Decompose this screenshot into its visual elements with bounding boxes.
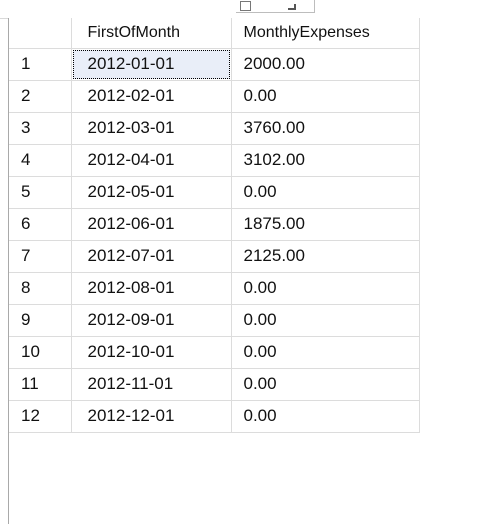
table-row[interactable]: 8 2012-08-01 0.00 <box>9 272 420 305</box>
column-header-monthlyexpenses[interactable]: MonthlyExpenses <box>231 18 420 49</box>
cell-monthlyexpenses[interactable]: 0.00 <box>231 272 420 305</box>
cell-monthlyexpenses[interactable]: 2125.00 <box>231 240 420 273</box>
table-row[interactable]: 3 2012-03-01 3760.00 <box>9 112 420 145</box>
table-row[interactable]: 7 2012-07-01 2125.00 <box>9 240 420 273</box>
cell-firstofmonth[interactable]: 2012-07-01 <box>71 240 232 273</box>
table-row[interactable]: 1 2012-01-01 2000.00 <box>9 48 420 81</box>
cell-monthlyexpenses[interactable]: 0.00 <box>231 336 420 369</box>
cell-monthlyexpenses[interactable]: 0.00 <box>231 80 420 113</box>
table-row[interactable]: 2 2012-02-01 0.00 <box>9 80 420 113</box>
results-table: FirstOfMonth MonthlyExpenses 1 2012-01-01… <box>9 18 420 433</box>
results-grid[interactable]: FirstOfMonth MonthlyExpenses 1 2012-01-01… <box>8 18 486 524</box>
header-row: FirstOfMonth MonthlyExpenses <box>9 18 420 49</box>
cell-monthlyexpenses[interactable]: 0.00 <box>231 368 420 401</box>
table-row[interactable]: 5 2012-05-01 0.00 <box>9 176 420 209</box>
corner-header[interactable] <box>9 18 72 49</box>
results-tab-strip <box>0 0 486 19</box>
cell-monthlyexpenses[interactable]: 0.00 <box>231 304 420 337</box>
row-number[interactable]: 1 <box>9 48 72 81</box>
cell-firstofmonth[interactable]: 2012-12-01 <box>71 400 232 433</box>
row-number[interactable]: 12 <box>9 400 72 433</box>
table-row[interactable]: 6 2012-06-01 1875.00 <box>9 208 420 241</box>
table-row[interactable]: 10 2012-10-01 0.00 <box>9 336 420 369</box>
cell-firstofmonth[interactable]: 2012-11-01 <box>71 368 232 401</box>
cell-monthlyexpenses[interactable]: 3760.00 <box>231 112 420 145</box>
cell-firstofmonth[interactable]: 2012-09-01 <box>71 304 232 337</box>
row-number[interactable]: 4 <box>9 144 72 177</box>
row-number[interactable]: 9 <box>9 304 72 337</box>
cell-firstofmonth[interactable]: 2012-01-01 <box>71 48 232 81</box>
tab-label-fragment-icon <box>288 4 296 10</box>
cell-firstofmonth[interactable]: 2012-03-01 <box>71 112 232 145</box>
row-number[interactable]: 6 <box>9 208 72 241</box>
messages-tab[interactable] <box>236 0 315 13</box>
cell-firstofmonth[interactable]: 2012-10-01 <box>71 336 232 369</box>
table-row[interactable]: 9 2012-09-01 0.00 <box>9 304 420 337</box>
grid-body: 1 2012-01-01 2000.00 2 2012-02-01 0.00 3 2012-0… <box>9 48 420 433</box>
row-number[interactable]: 2 <box>9 80 72 113</box>
cell-monthlyexpenses[interactable]: 2000.00 <box>231 48 420 81</box>
row-number[interactable]: 11 <box>9 368 72 401</box>
column-header-firstofmonth[interactable]: FirstOfMonth <box>71 18 232 49</box>
cell-firstofmonth[interactable]: 2012-04-01 <box>71 144 232 177</box>
cell-monthlyexpenses[interactable]: 3102.00 <box>231 144 420 177</box>
cell-firstofmonth[interactable]: 2012-02-01 <box>71 80 232 113</box>
table-row[interactable]: 12 2012-12-01 0.00 <box>9 400 420 433</box>
cell-firstofmonth[interactable]: 2012-08-01 <box>71 272 232 305</box>
cell-monthlyexpenses[interactable]: 0.00 <box>231 400 420 433</box>
table-row[interactable]: 11 2012-11-01 0.00 <box>9 368 420 401</box>
cell-monthlyexpenses[interactable]: 1875.00 <box>231 208 420 241</box>
row-number[interactable]: 10 <box>9 336 72 369</box>
cell-monthlyexpenses[interactable]: 0.00 <box>231 176 420 209</box>
table-row[interactable]: 4 2012-04-01 3102.00 <box>9 144 420 177</box>
row-number[interactable]: 8 <box>9 272 72 305</box>
row-number[interactable]: 5 <box>9 176 72 209</box>
selected-cell-text: 2012-01-01 <box>87 54 175 73</box>
row-number[interactable]: 3 <box>9 112 72 145</box>
cell-firstofmonth[interactable]: 2012-05-01 <box>71 176 232 209</box>
row-number[interactable]: 7 <box>9 240 72 273</box>
cell-firstofmonth[interactable]: 2012-06-01 <box>71 208 232 241</box>
messages-icon <box>240 1 251 11</box>
